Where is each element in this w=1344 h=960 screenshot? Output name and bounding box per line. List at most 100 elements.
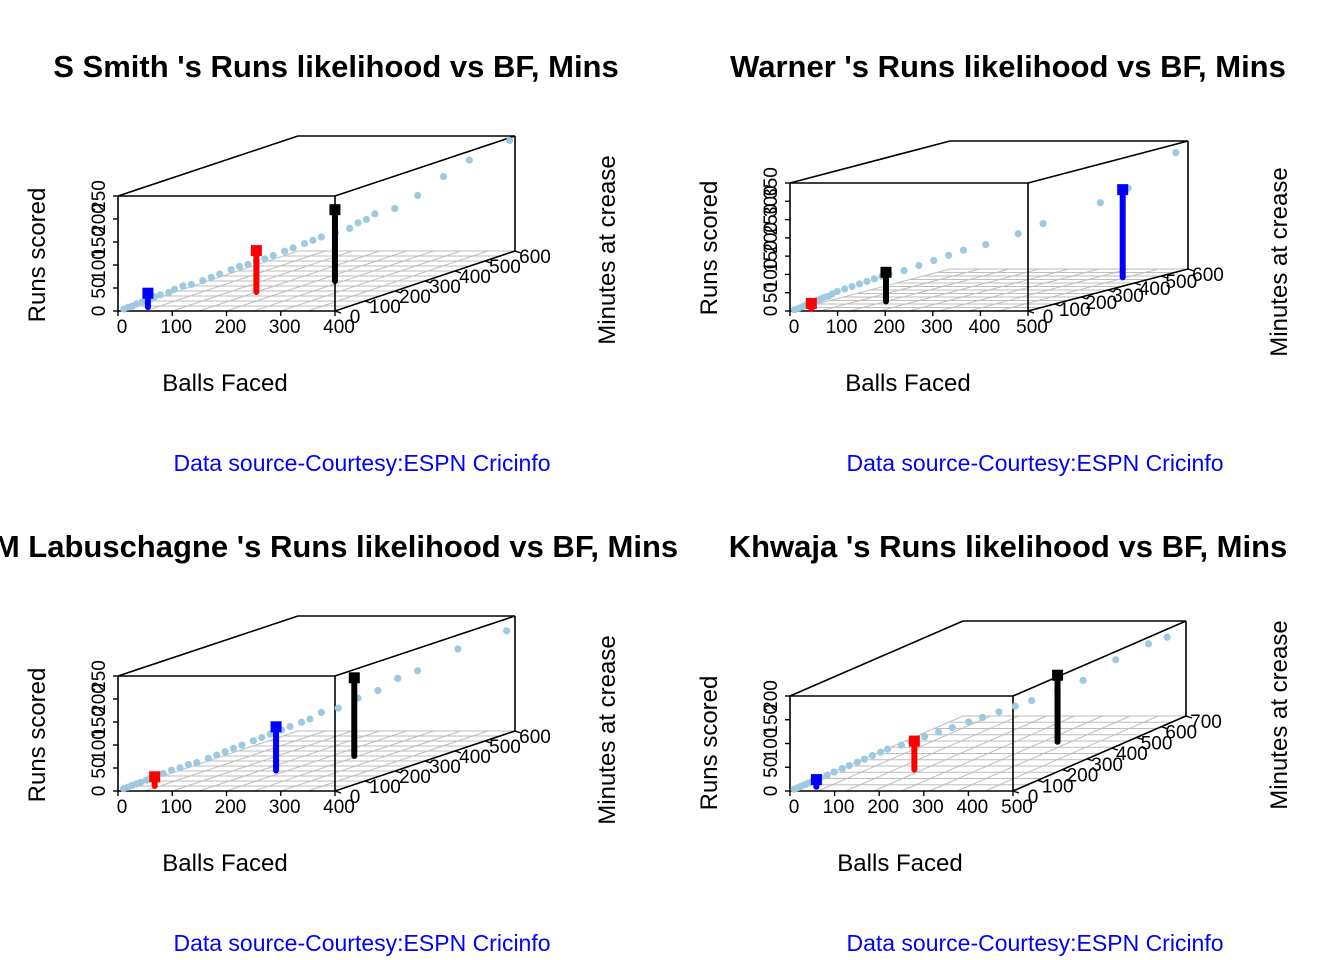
x-tick-label: 100 xyxy=(823,797,855,818)
chart-title: Khwaja 's Runs likelihood vs BF, Mins xyxy=(729,529,1288,564)
x-axis-label: Balls Faced xyxy=(162,850,287,877)
cluster-centroids xyxy=(149,672,360,789)
data-point xyxy=(959,246,968,254)
box-edge xyxy=(334,135,516,197)
data-point xyxy=(505,137,514,145)
data-point xyxy=(465,156,473,164)
chart-panel-labuschagne: M Labuschagne 's Runs likelihood vs BF, … xyxy=(0,529,678,956)
data-point xyxy=(176,764,184,772)
data-point xyxy=(300,240,309,248)
y-tick-mark xyxy=(484,740,492,744)
data-point xyxy=(216,270,224,278)
y-tick-mark xyxy=(514,250,522,254)
y-tick-mark xyxy=(1037,779,1044,783)
z-tick-label: 200 xyxy=(89,203,110,235)
data-point xyxy=(1039,220,1047,228)
z-tick-label: 350 xyxy=(761,167,782,199)
y-tick-mark xyxy=(454,270,462,274)
data-point xyxy=(204,754,212,762)
y-tick-label: 200 xyxy=(399,767,431,788)
y-tick-label: 700 xyxy=(1190,712,1222,733)
centroid-marker xyxy=(250,245,262,257)
x-tick-label: 400 xyxy=(323,317,355,338)
y-tick-mark xyxy=(514,730,522,734)
data-point xyxy=(391,205,399,213)
y-tick-mark xyxy=(484,260,492,264)
data-point xyxy=(297,718,306,726)
x-tick-label: 0 xyxy=(789,797,800,818)
y-tick-mark xyxy=(1185,715,1193,719)
y-tick-label: 300 xyxy=(429,277,461,298)
chart-panel-s-smith: S Smith 's Runs likelihood vs BF, Mins05… xyxy=(24,49,621,476)
x-tick-label: 500 xyxy=(1016,317,1048,338)
data-point xyxy=(870,275,878,283)
x-tick-label: 0 xyxy=(117,317,128,338)
data-point xyxy=(289,244,297,252)
data-point xyxy=(948,723,956,732)
y-tick-label: 100 xyxy=(369,777,401,798)
data-point xyxy=(309,236,317,244)
data-point xyxy=(883,745,892,753)
centroid-marker xyxy=(810,774,822,786)
y-tick-mark xyxy=(1111,747,1119,751)
data-source-note: Data source-Courtesy:ESPN Cricinfo xyxy=(173,930,550,956)
z-tick-label: 150 xyxy=(89,226,110,258)
data-point xyxy=(863,277,871,285)
data-point xyxy=(184,760,192,769)
data-point xyxy=(159,769,167,778)
x-tick-label: 300 xyxy=(921,317,953,338)
z-tick-label: 200 xyxy=(761,680,782,712)
data-point xyxy=(394,674,402,683)
data-point xyxy=(244,260,252,269)
z-tick-label: 150 xyxy=(761,704,782,736)
data-point xyxy=(848,282,856,291)
z-tick-label: 200 xyxy=(761,222,782,254)
data-point xyxy=(838,764,846,773)
y-tick-mark xyxy=(334,790,342,794)
data-point xyxy=(1112,656,1120,664)
box-edge xyxy=(789,620,964,697)
z-tick-label: 250 xyxy=(89,180,110,212)
y-tick-label: 500 xyxy=(489,257,521,278)
data-point xyxy=(1014,230,1022,238)
y-tick-label: 600 xyxy=(519,727,551,748)
y-tick-mark xyxy=(454,750,462,754)
data-point xyxy=(930,256,938,265)
y-tick-label: 300 xyxy=(1112,286,1144,307)
data-point xyxy=(346,224,354,232)
z-axis-label: Runs scored xyxy=(696,676,723,811)
data-point xyxy=(1172,149,1180,157)
centroid-marker xyxy=(1117,184,1129,196)
y-tick-mark xyxy=(1107,289,1115,293)
data-point xyxy=(982,240,990,249)
data-point xyxy=(306,715,314,723)
data-point xyxy=(207,273,215,281)
x-axis-label: Balls Faced xyxy=(845,370,970,397)
data-point xyxy=(165,288,173,297)
centroid-marker xyxy=(149,771,161,783)
data-point xyxy=(502,627,511,635)
data-point xyxy=(229,744,238,753)
x-tick-label: 0 xyxy=(789,317,800,338)
y-tick-label: 600 xyxy=(1192,265,1224,286)
y-tick-label: 300 xyxy=(1091,755,1123,776)
data-point xyxy=(193,759,201,767)
data-point xyxy=(132,300,140,308)
y-tick-label: 0 xyxy=(1028,787,1039,808)
data-point xyxy=(900,266,908,275)
box-edge xyxy=(1012,715,1187,792)
chart-title: M Labuschagne 's Runs likelihood vs BF, … xyxy=(0,529,678,564)
centroid-marker xyxy=(880,266,892,278)
y-tick-label: 500 xyxy=(489,737,521,758)
x-tick-label: 200 xyxy=(867,797,899,818)
x-tick-label: 100 xyxy=(160,317,192,338)
z-tick-label: 100 xyxy=(761,259,782,291)
box-edge xyxy=(117,615,299,677)
z-tick-label: 50 xyxy=(761,282,782,303)
y-tick-mark xyxy=(394,290,402,294)
z-axis-label: Runs scored xyxy=(696,181,723,316)
centroid-marker xyxy=(805,297,817,309)
data-point xyxy=(1163,633,1171,641)
data-point xyxy=(187,280,195,289)
box-edge xyxy=(1012,620,1187,697)
